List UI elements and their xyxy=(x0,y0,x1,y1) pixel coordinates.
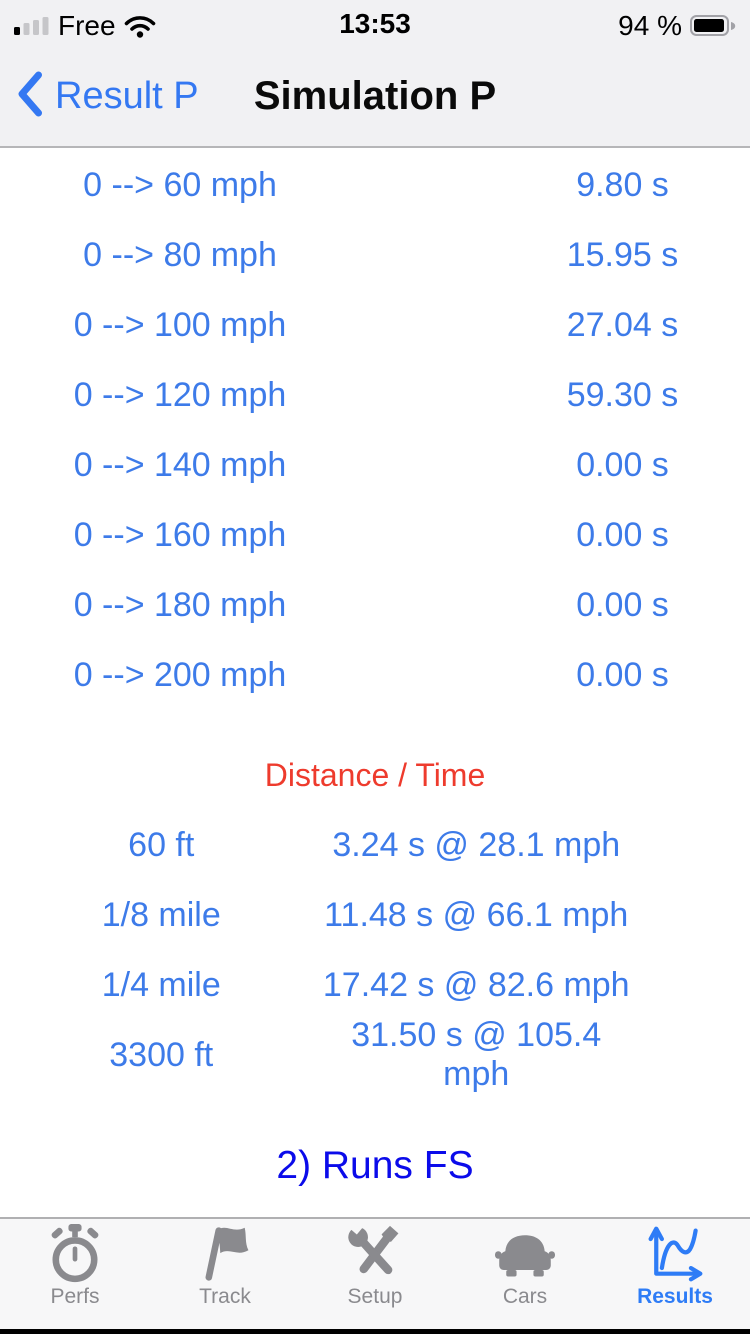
page-title: Simulation P xyxy=(253,73,497,118)
accel-value: 15.95 s xyxy=(566,235,679,274)
tab-label: Cars xyxy=(502,1285,548,1308)
accel-value: 27.04 s xyxy=(566,305,679,344)
tab-results[interactable]: Results xyxy=(600,1219,750,1334)
distance-time-header: Distance / Time xyxy=(264,757,486,793)
tab-cars[interactable]: Cars xyxy=(450,1219,600,1334)
tab-setup[interactable]: Setup xyxy=(300,1219,450,1334)
tab-label: Perfs xyxy=(50,1285,100,1308)
distance-label: 1/8 mile xyxy=(101,895,221,934)
chevron-left-icon xyxy=(16,71,43,122)
distance-label: 60 ft xyxy=(128,825,195,864)
accel-label: 0 --> 200 mph xyxy=(73,655,287,694)
accel-label: 0 --> 80 mph xyxy=(83,235,277,274)
tab-perfs[interactable]: Perfs xyxy=(0,1219,150,1334)
accel-label: 0 --> 140 mph xyxy=(73,445,287,484)
accel-label: 0 --> 120 mph xyxy=(73,375,287,414)
accel-value: 0.00 s xyxy=(576,585,669,624)
accel-label: 0 --> 160 mph xyxy=(73,515,287,554)
tab-track[interactable]: Track xyxy=(150,1219,300,1334)
table-row: 3300 ft 31.50 s @ 105.4 mph xyxy=(0,1016,750,1093)
table-row: 1/8 mile 11.48 s @ 66.1 mph xyxy=(0,880,750,950)
top-chrome: Free 13:53 94 % xyxy=(0,0,750,148)
distance-value: 17.42 s @ 82.6 mph xyxy=(322,965,630,1004)
tab-bar: Perfs Track Setup xyxy=(0,1217,750,1334)
distance-value: 31.50 s @ 105.4 mph xyxy=(351,1016,602,1093)
battery-percent-label: 94 % xyxy=(618,10,682,41)
carrier-label: Free xyxy=(58,10,116,41)
car-icon xyxy=(494,1224,556,1284)
wifi-icon xyxy=(124,14,156,39)
tab-label: Track xyxy=(199,1285,251,1308)
table-row: 0 --> 200 mph 0.00 s xyxy=(0,640,750,710)
distance-label: 1/4 mile xyxy=(101,965,221,1004)
accel-value: 9.80 s xyxy=(576,165,669,204)
back-button[interactable]: Result P xyxy=(16,71,199,122)
accel-value: 0.00 s xyxy=(576,655,669,694)
tab-label: Results xyxy=(637,1285,713,1308)
distance-value: 3.24 s @ 28.1 mph xyxy=(332,825,621,864)
accel-value: 0.00 s xyxy=(576,445,669,484)
status-bar: Free 13:53 94 % xyxy=(0,0,750,46)
accel-label: 0 --> 60 mph xyxy=(83,165,277,204)
table-row: 0 --> 60 mph 9.80 s xyxy=(0,150,750,220)
table-row: 0 --> 180 mph 0.00 s xyxy=(0,570,750,640)
tools-icon xyxy=(344,1224,406,1284)
accel-label: 0 --> 100 mph xyxy=(73,305,287,344)
back-button-label: Result P xyxy=(55,74,199,117)
table-row: 0 --> 100 mph 27.04 s xyxy=(0,290,750,360)
navigation-bar: Result P Simulation P xyxy=(0,46,750,146)
chart-icon xyxy=(644,1224,706,1284)
signal-bars-icon xyxy=(14,14,50,38)
table-row: 0 --> 80 mph 15.95 s xyxy=(0,220,750,290)
status-time: 13:53 xyxy=(339,8,411,39)
accel-value: 0.00 s xyxy=(576,515,669,554)
battery-icon xyxy=(690,15,736,37)
distance-label: 3300 ft xyxy=(109,1035,214,1074)
table-row: 60 ft 3.24 s @ 28.1 mph xyxy=(0,810,750,880)
distance-table: 60 ft 3.24 s @ 28.1 mph 1/8 mile 11.48 s @… xyxy=(0,810,750,1094)
distance-value: 11.48 s @ 66.1 mph xyxy=(324,895,629,934)
acceleration-table: 0 --> 60 mph 9.80 s 0 --> 80 mph 15.95 s 0… xyxy=(0,150,750,710)
accel-value: 59.30 s xyxy=(566,375,679,414)
runs-selector-button[interactable]: 2) Runs FS xyxy=(276,1144,474,1187)
table-row: 1/4 mile 17.42 s @ 82.6 mph xyxy=(0,950,750,1020)
stopwatch-icon xyxy=(44,1224,106,1284)
accel-label: 0 --> 180 mph xyxy=(73,585,287,624)
tab-label: Setup xyxy=(347,1285,403,1308)
table-row: 0 --> 120 mph 59.30 s xyxy=(0,360,750,430)
flag-icon xyxy=(194,1224,256,1284)
table-row: 0 --> 140 mph 0.00 s xyxy=(0,430,750,500)
table-row: 0 --> 160 mph 0.00 s xyxy=(0,500,750,570)
